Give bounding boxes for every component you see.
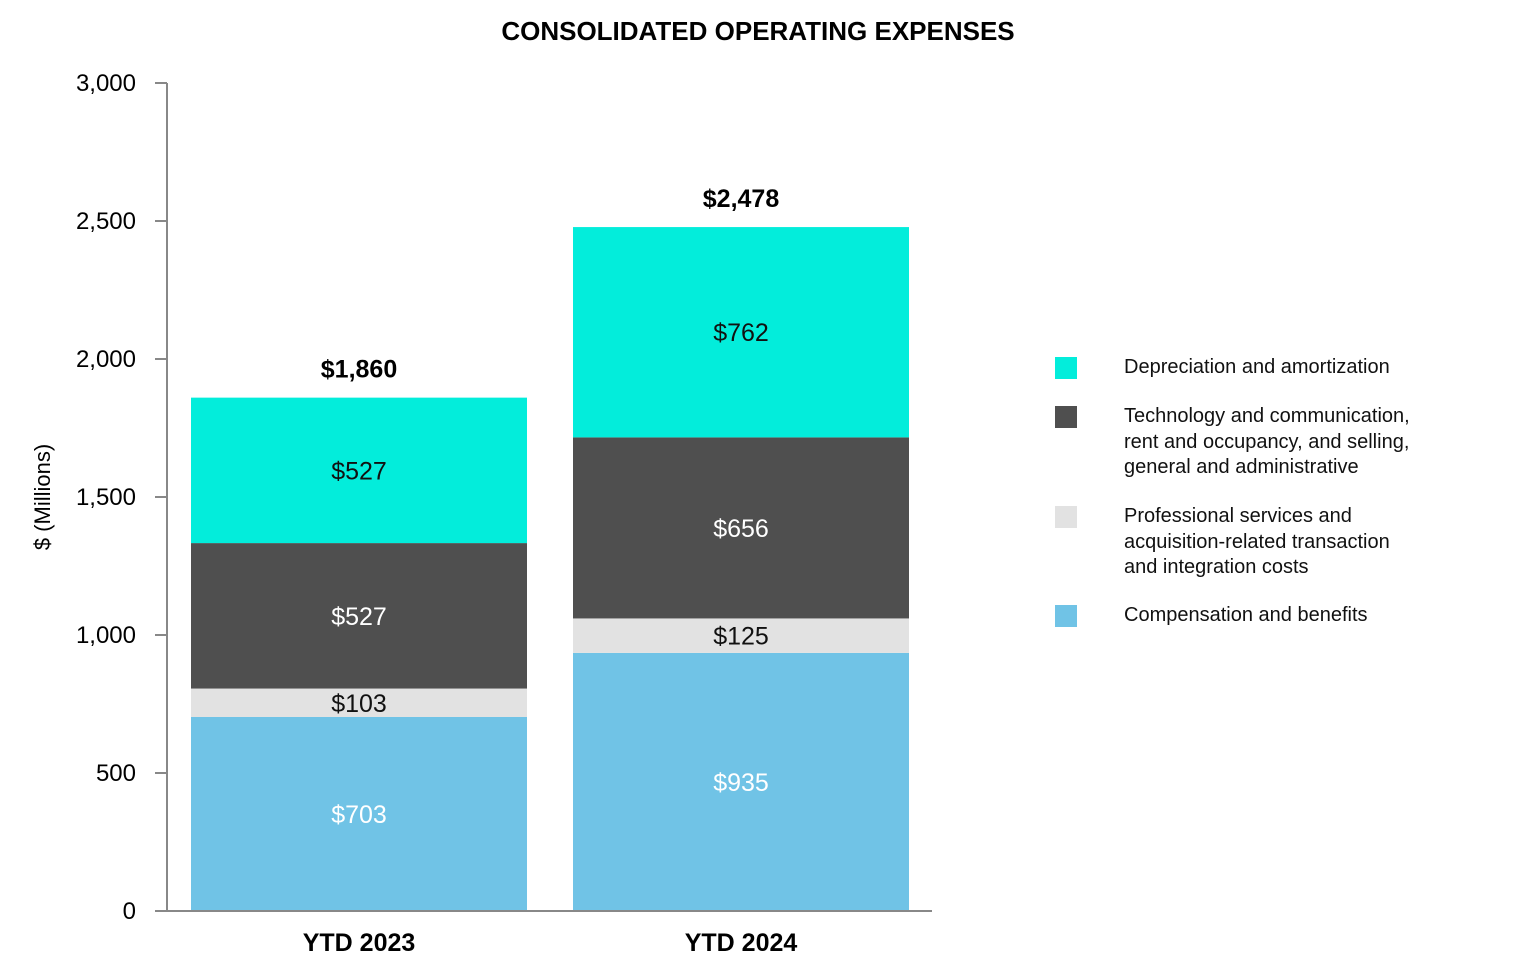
bar-segment-label: $762 bbox=[713, 319, 769, 347]
bar-total-label: $2,478 bbox=[703, 185, 780, 213]
bar-segment-label: $527 bbox=[331, 457, 387, 485]
bar-segment bbox=[573, 227, 909, 438]
legend-item: Compensation and benefits bbox=[1055, 603, 1368, 629]
chart-title: CONSOLIDATED OPERATING EXPENSES bbox=[501, 16, 1014, 46]
legend-item: Depreciation and amortization bbox=[1055, 355, 1390, 381]
bar-segment-label: $103 bbox=[331, 690, 387, 718]
bar-stacks: $703 $103 $527 $527 $1,860 $935 $125 $656 $762 $2… bbox=[191, 185, 909, 911]
legend-label: Technology and communication, rent and o… bbox=[1124, 405, 1410, 478]
bar-segment bbox=[191, 716, 527, 911]
bar-segment bbox=[573, 618, 909, 653]
bar-segment-label: $125 bbox=[713, 623, 769, 651]
legend-label: Depreciation and amortization bbox=[1124, 356, 1390, 378]
bar-segment bbox=[191, 543, 527, 689]
bar-total-label: $1,860 bbox=[321, 356, 397, 384]
y-tick-label: 500 bbox=[96, 760, 136, 787]
y-tick-label: 1,000 bbox=[76, 622, 136, 649]
y-tick-label: 2,000 bbox=[76, 346, 136, 373]
bar-segment-label: $935 bbox=[713, 769, 769, 797]
legend-swatch bbox=[1055, 357, 1077, 379]
y-axis-label: $ (Millions) bbox=[30, 444, 55, 550]
y-tick-label: 2,500 bbox=[76, 208, 136, 235]
y-tick-label: 1,500 bbox=[76, 484, 136, 511]
bar-segment-label: $527 bbox=[331, 603, 387, 631]
bar-segment bbox=[191, 397, 527, 544]
legend-item: Technology and communication, rent and o… bbox=[1055, 404, 1410, 481]
bar-segment bbox=[573, 437, 909, 619]
x-axis-tick-labels: YTD 2023 YTD 2024 bbox=[303, 929, 798, 957]
y-tick-label: 3,000 bbox=[76, 70, 136, 97]
bar-segment-label: $703 bbox=[331, 801, 387, 829]
legend-label: Compensation and benefits bbox=[1124, 604, 1368, 626]
legend-swatch bbox=[1055, 406, 1077, 428]
legend-swatch bbox=[1055, 506, 1077, 528]
y-axis-ticks: 0 500 1,000 1,500 2,000 2,500 3,000 bbox=[76, 70, 167, 925]
legend-label: Professional services and acquisition-re… bbox=[1124, 505, 1390, 578]
bar-segment-label: $656 bbox=[713, 515, 769, 543]
x-tick-label: YTD 2023 bbox=[303, 929, 416, 957]
x-tick-label: YTD 2024 bbox=[685, 929, 798, 957]
legend-swatch bbox=[1055, 605, 1077, 627]
y-tick-label: 0 bbox=[123, 898, 136, 925]
bar-segment bbox=[573, 652, 909, 911]
legend-item: Professional services and acquisition-re… bbox=[1055, 504, 1390, 581]
bar-segment bbox=[191, 688, 527, 717]
